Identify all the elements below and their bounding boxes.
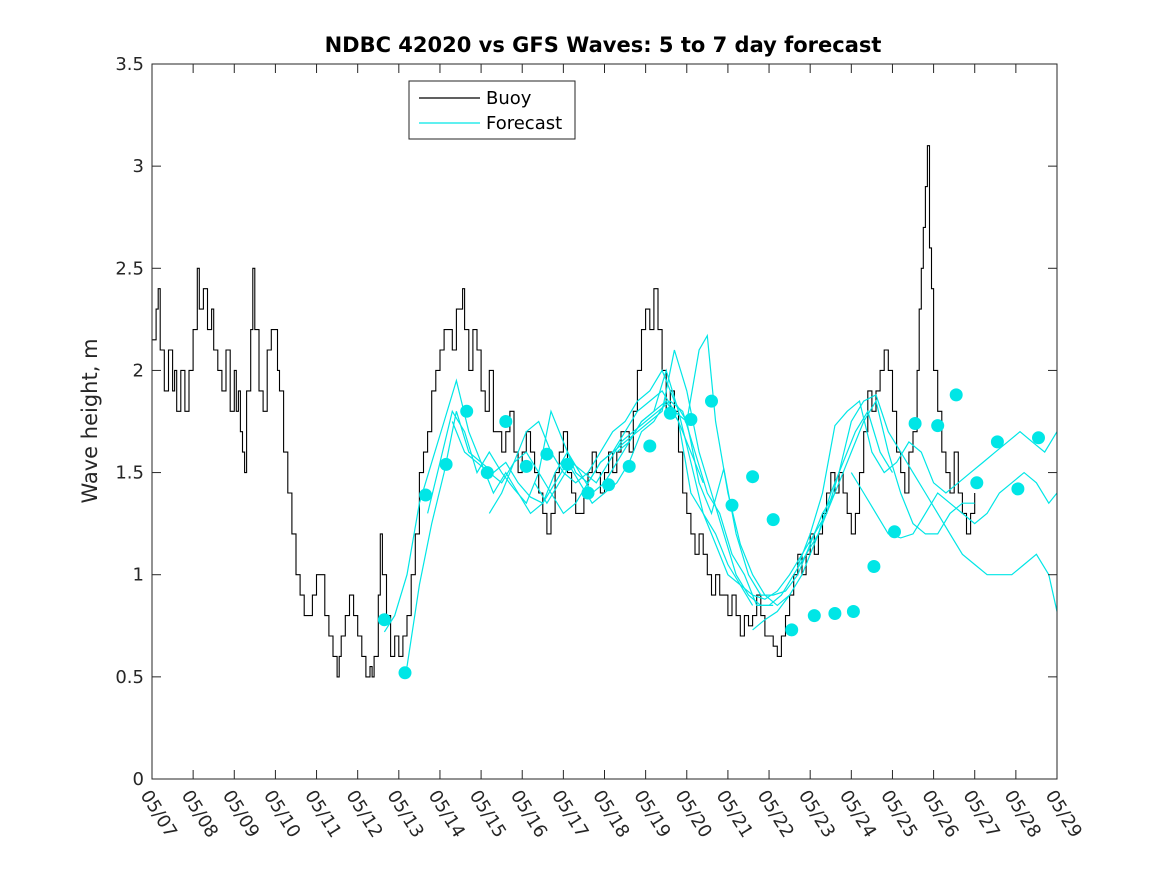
forecast-marker-group (377, 388, 1045, 680)
y-tick-label: 3.5 (115, 54, 144, 75)
forecast-marker-10 (561, 457, 574, 471)
forecast-marker-1 (377, 613, 391, 627)
forecast-marker-19 (746, 470, 760, 484)
forecast-marker-16 (684, 413, 698, 426)
y-tick-label: 0 (133, 769, 144, 790)
y-tick-label: 2 (133, 360, 144, 381)
plot-area (152, 64, 1057, 779)
forecast-marker-17 (705, 394, 718, 408)
forecast-marker-5 (460, 404, 474, 418)
forecast-marker-33 (1032, 431, 1045, 445)
forecast-marker-15 (663, 406, 677, 420)
forecast-line-2 (406, 368, 754, 667)
forecast-line-5 (488, 389, 836, 596)
forecast-marker-30 (970, 476, 984, 490)
forecast-marker-29 (949, 388, 963, 402)
forecast-line-8 (752, 394, 1058, 631)
forecast-marker-12 (602, 478, 616, 492)
forecast-marker-28 (931, 419, 945, 433)
chart-title: NDBC 42020 vs GFS Waves: 5 to 7 day fore… (325, 33, 882, 57)
forecast-marker-7 (499, 415, 513, 428)
y-tick-label: 3 (133, 156, 144, 177)
forecast-marker-4 (439, 457, 453, 471)
forecast-marker-32 (1011, 482, 1025, 496)
forecast-series-group (383, 333, 1058, 667)
forecast-marker-14 (643, 439, 657, 453)
forecast-line-7 (616, 399, 975, 600)
forecast-marker-23 (828, 607, 842, 620)
forecast-marker-20 (766, 513, 780, 527)
y-tick-label: 2.5 (115, 258, 144, 279)
forecast-marker-6 (480, 466, 494, 480)
forecast-marker-8 (519, 459, 533, 473)
legend-forecast-label: Forecast (486, 113, 562, 134)
forecast-marker-27 (908, 417, 922, 430)
forecast-marker-26 (888, 525, 901, 539)
y-tick-label: 1 (133, 565, 144, 586)
forecast-marker-21 (785, 623, 799, 637)
forecast-marker-13 (622, 459, 636, 473)
forecast-marker-31 (990, 435, 1004, 449)
forecast-marker-11 (581, 486, 595, 500)
forecast-marker-24 (846, 605, 860, 618)
forecast-marker-22 (807, 609, 821, 623)
forecast-marker-2 (398, 666, 412, 680)
forecast-line-9 (797, 400, 1058, 567)
legend: Buoy Forecast (408, 80, 576, 140)
y-axis-label: Wave height, m (78, 338, 102, 503)
forecast-line-6 (534, 400, 894, 607)
buoy-series (152, 145, 976, 678)
y-tick-label: 0.5 (115, 667, 144, 688)
forecast-line-10 (850, 471, 1058, 539)
y-tick-label: 1.5 (115, 463, 144, 484)
legend-buoy-label: Buoy (486, 88, 532, 109)
forecast-marker-9 (540, 447, 554, 461)
buoy-line (152, 145, 976, 678)
y-axis: 0 0.5 1 1.5 2 2.5 3 3.5 (115, 54, 1057, 790)
forecast-marker-18 (725, 498, 739, 512)
forecast-marker-3 (419, 488, 433, 502)
legend-box (408, 80, 576, 140)
forecast-marker-25 (867, 560, 881, 573)
